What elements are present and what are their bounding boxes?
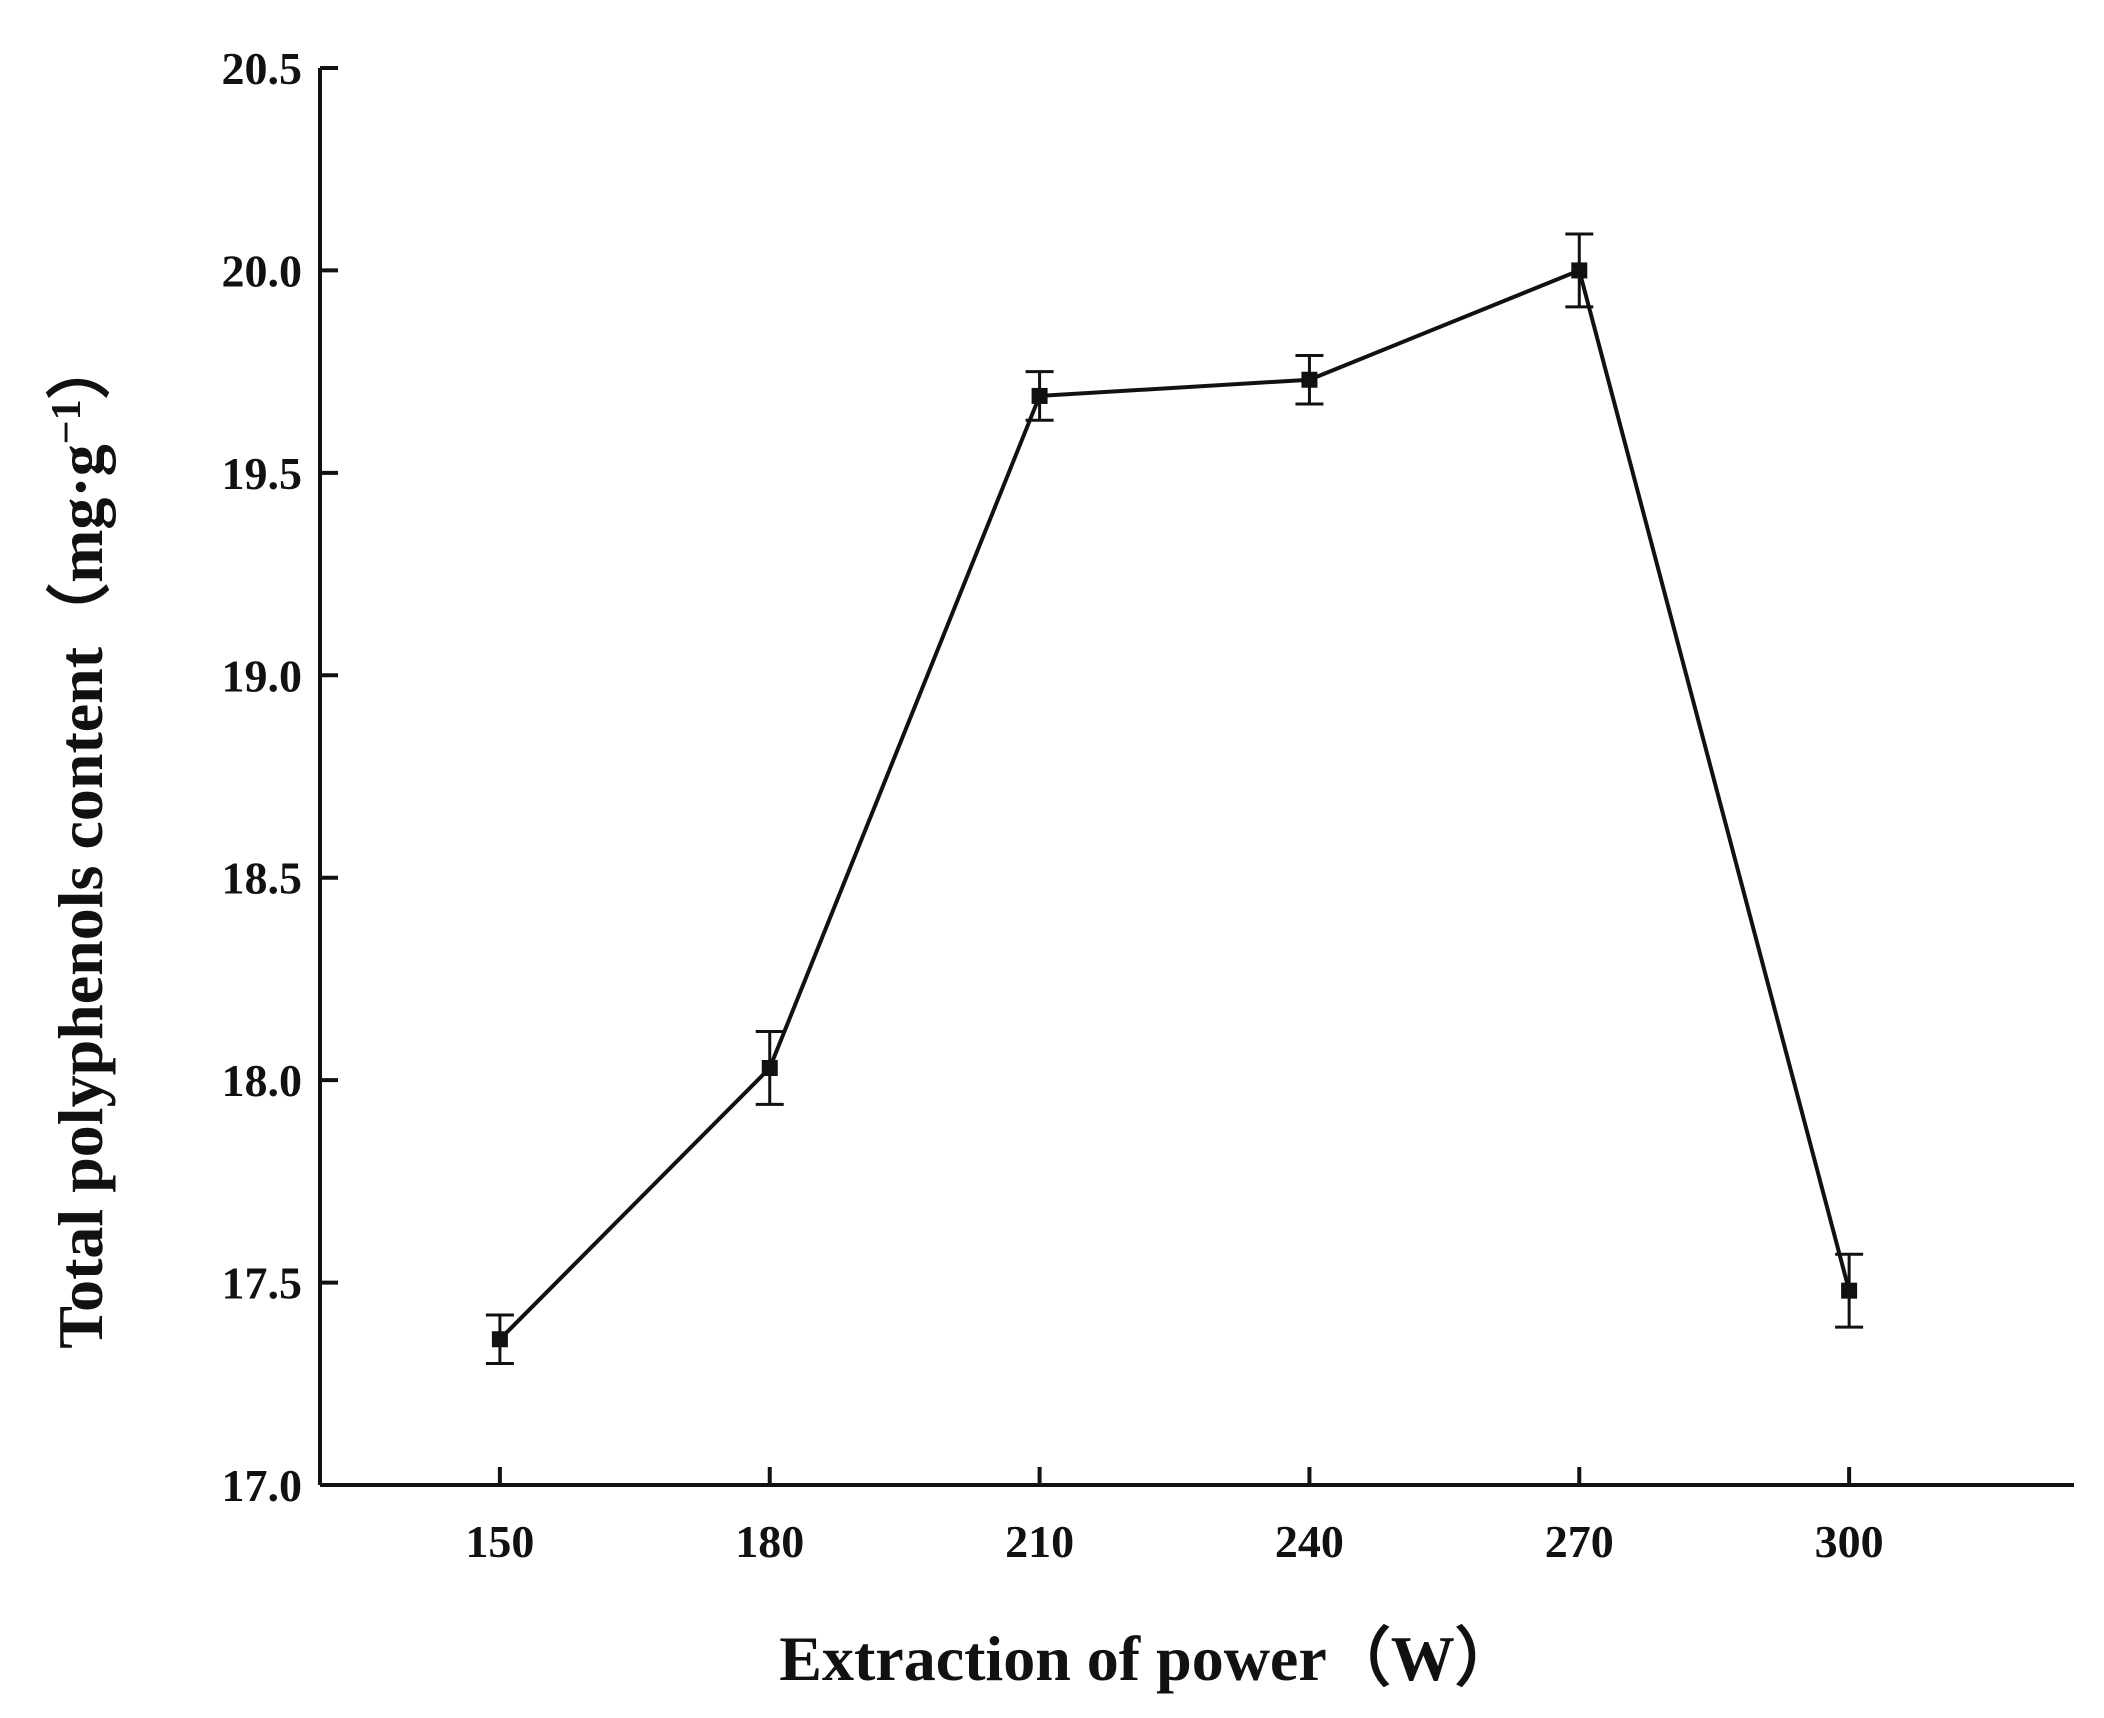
axes [318,68,2074,1487]
y-axis-title-open: （ [45,583,116,647]
y-tick-label: 17.0 [222,1460,303,1511]
data-point [1301,371,1318,388]
y-tick-label: 19.0 [222,650,303,701]
x-axis-title-unit: （W） [1327,1623,1519,1694]
x-tick-label: 180 [735,1516,804,1567]
x-tick-label: 240 [1275,1516,1344,1567]
data-point [1031,387,1048,404]
y-tick-label: 19.5 [222,448,303,499]
y-tick-label: 17.5 [222,1258,303,1309]
y-tick-label: 18.5 [222,853,303,904]
y-tick-label: 20.5 [222,43,303,94]
y-tick-label: 18.0 [222,1055,303,1106]
x-axis-ticks: 150 180 210 240 270 300 [465,1467,1884,1567]
y-axis-title-exponent: −1 [44,399,90,444]
data-point [1841,1282,1858,1299]
x-tick-label: 270 [1545,1516,1614,1567]
y-axis-title-close: ） [45,335,116,399]
series-group [485,232,1864,1366]
y-axis-ticks: 17.0 17.5 18.0 18.5 19.0 19.5 20.0 20.5 [222,43,338,1511]
x-axis-title-main: Extraction of power [779,1623,1326,1694]
y-axis-title-main: Total polyphenols content [45,646,116,1348]
data-point [491,1331,508,1348]
series-line [498,267,1852,1341]
y-axis-title: Total polyphenols content（mg·g−1） [44,335,116,1348]
y-axis-title-unit: mg·g [45,444,116,583]
x-tick-label: 300 [1815,1516,1884,1567]
data-point [1571,262,1588,279]
data-point [761,1059,778,1076]
x-tick-label: 210 [1005,1516,1074,1567]
y-tick-label: 20.0 [222,245,303,296]
x-axis-title: Extraction of power（W） [779,1623,1518,1694]
x-tick-label: 150 [465,1516,534,1567]
